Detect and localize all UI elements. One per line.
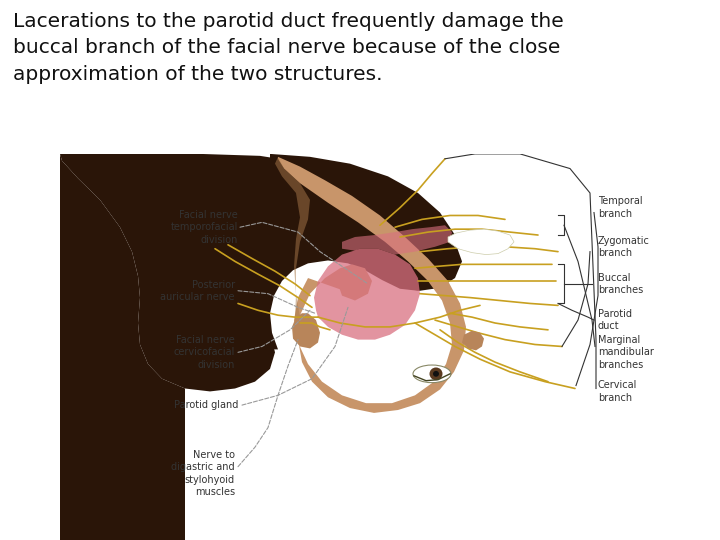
Polygon shape [448,229,514,254]
Ellipse shape [430,368,443,380]
Text: Zygomatic
branch: Zygomatic branch [598,235,650,258]
Polygon shape [292,313,320,348]
Text: Facial nerve
cervicofacial
division: Facial nerve cervicofacial division [174,335,235,370]
Text: Facial nerve
temporofacial
division: Facial nerve temporofacial division [171,210,238,245]
Polygon shape [60,154,462,392]
Text: Marginal
mandibular
branches: Marginal mandibular branches [598,335,654,370]
Text: Parotid gland: Parotid gland [174,400,238,410]
Polygon shape [275,157,310,340]
Polygon shape [462,331,484,350]
Polygon shape [314,249,420,340]
Ellipse shape [433,371,439,377]
Text: Nerve to
digastric and
stylohyoid
muscles: Nerve to digastric and stylohyoid muscle… [171,450,235,497]
Polygon shape [60,154,185,540]
Polygon shape [262,154,458,349]
Polygon shape [342,225,452,254]
Text: Buccal
branches: Buccal branches [598,273,643,295]
Text: Temporal
branch: Temporal branch [598,197,643,219]
Text: Parotid
duct: Parotid duct [598,309,632,331]
Text: Posterior
auricular nerve: Posterior auricular nerve [161,280,235,302]
Ellipse shape [413,365,451,383]
Text: Lacerations to the parotid duct frequently damage the
buccal branch of the facia: Lacerations to the parotid duct frequent… [13,12,564,84]
Text: Cervical
branch: Cervical branch [598,380,637,403]
Polygon shape [278,157,466,413]
